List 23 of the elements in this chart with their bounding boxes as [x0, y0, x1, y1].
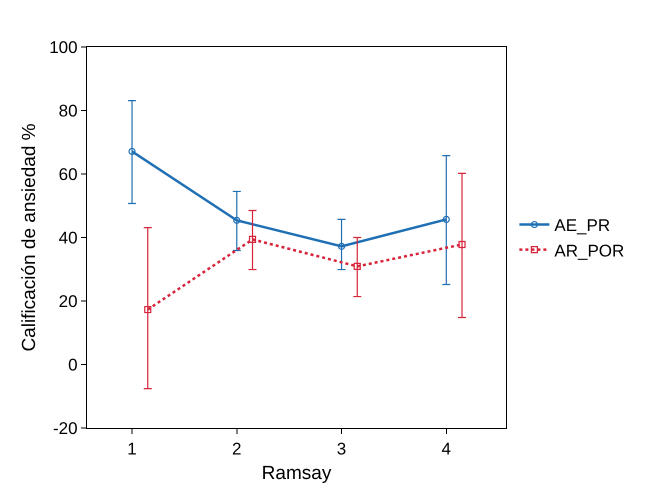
point	[128, 148, 136, 156]
x-tick-label: 1	[127, 439, 137, 458]
legend-label: AR_POR	[554, 241, 624, 260]
point	[442, 216, 450, 223]
legend-label: AE_PR	[554, 216, 610, 236]
y-tick-label: 60	[58, 164, 78, 184]
x-tick-label: 3	[336, 439, 346, 458]
y-tick-label: 100	[49, 38, 78, 57]
x-tick-label: 4	[442, 439, 452, 458]
point	[338, 242, 346, 250]
y-tick-label: 0	[68, 355, 78, 374]
y-tick-label: 80	[58, 101, 78, 120]
point	[354, 262, 361, 270]
point	[144, 306, 152, 314]
x-axis-title: Ramsay	[262, 463, 332, 484]
point	[233, 216, 240, 224]
y-tick-label: 40	[58, 228, 78, 248]
y-axis-title: Calificación de ansiedad %	[19, 123, 40, 352]
y-tick-label: 20	[58, 292, 78, 311]
y-tick-label: -20	[53, 418, 78, 438]
x-tick-label: 2	[232, 439, 242, 458]
point	[248, 236, 256, 244]
point	[458, 240, 466, 248]
